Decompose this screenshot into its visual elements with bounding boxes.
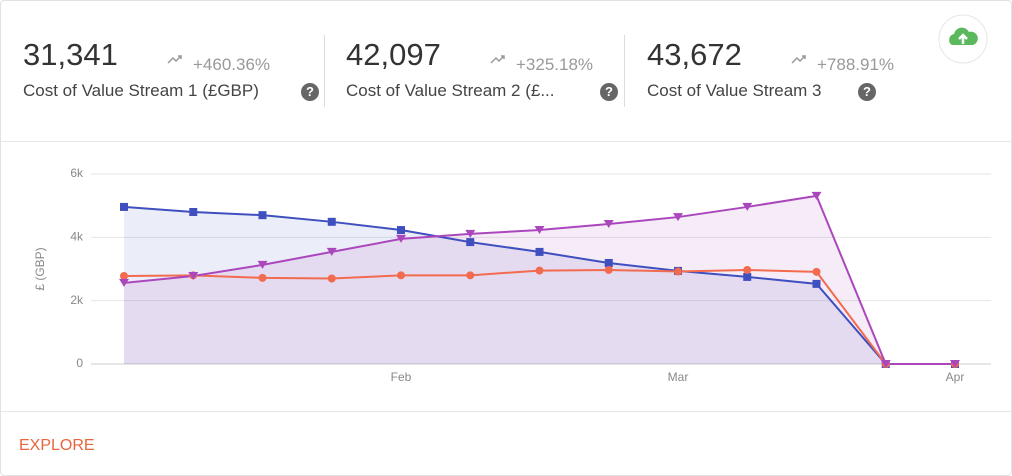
marker xyxy=(812,267,821,276)
kpi-change: +460.36% xyxy=(193,55,271,74)
marker xyxy=(674,267,682,276)
x-tick-label: Apr xyxy=(946,370,965,384)
kpi-label: Cost of Value Stream 3 xyxy=(647,81,822,100)
marker xyxy=(326,247,337,256)
marker xyxy=(257,260,268,269)
marker xyxy=(604,265,613,274)
marker xyxy=(397,271,405,280)
marker xyxy=(603,220,614,229)
marker xyxy=(465,229,476,238)
divider xyxy=(1,411,1011,412)
marker xyxy=(466,271,475,280)
y-axis-label: £ (GBP) xyxy=(33,247,47,290)
marker xyxy=(535,247,544,256)
upload-button[interactable] xyxy=(938,14,988,64)
marker xyxy=(535,266,544,275)
marker xyxy=(743,265,752,274)
marker xyxy=(327,274,336,283)
y-tick-label: 6k xyxy=(70,166,84,180)
help-icon[interactable]: ? xyxy=(600,83,618,101)
divider xyxy=(1,141,1011,142)
chart: £ (GBP) 0 2k 4k 6k Feb Mar Apr xyxy=(33,166,991,384)
marker xyxy=(604,258,613,267)
marker xyxy=(950,360,960,368)
separator xyxy=(324,35,325,107)
explore-link[interactable]: EXPLORE xyxy=(19,437,95,454)
marker xyxy=(880,360,891,368)
marker xyxy=(189,208,198,216)
help-icon[interactable]: ? xyxy=(301,83,319,101)
kpi-label: Cost of Value Stream 2 (£... xyxy=(346,81,555,100)
kpi-value: 31,341 xyxy=(23,37,118,72)
marker xyxy=(812,279,821,288)
kpi-value: 43,672 xyxy=(647,37,742,72)
y-tick-label: 2k xyxy=(70,293,84,307)
y-tick-label: 0 xyxy=(76,356,83,370)
help-icon[interactable]: ? xyxy=(858,83,876,101)
trend-icon xyxy=(791,55,806,64)
kpi-label: Cost of Value Stream 1 (£GBP) xyxy=(23,81,259,100)
area xyxy=(124,206,955,364)
marker xyxy=(327,217,336,226)
marker xyxy=(120,271,128,280)
kpi-change: +788.91% xyxy=(817,55,895,74)
marker xyxy=(534,226,545,235)
marker xyxy=(742,202,753,211)
area xyxy=(124,195,955,364)
x-tick-label: Mar xyxy=(668,370,689,384)
marker xyxy=(673,213,683,222)
x-tick-label: Feb xyxy=(391,370,412,384)
separator xyxy=(624,35,625,107)
marker xyxy=(188,271,199,280)
marker xyxy=(743,272,752,281)
trend-icon xyxy=(490,55,505,64)
marker xyxy=(811,191,822,200)
marker xyxy=(397,226,405,235)
trend-icon xyxy=(167,55,182,64)
kpi-value: 42,097 xyxy=(346,37,441,72)
marker xyxy=(258,211,267,220)
marker xyxy=(120,202,128,211)
kpi-change: +325.18% xyxy=(516,55,594,74)
marker xyxy=(119,278,129,287)
marker xyxy=(258,273,267,282)
y-tick-label: 4k xyxy=(70,230,84,244)
marker xyxy=(396,234,406,243)
marker xyxy=(466,238,475,247)
